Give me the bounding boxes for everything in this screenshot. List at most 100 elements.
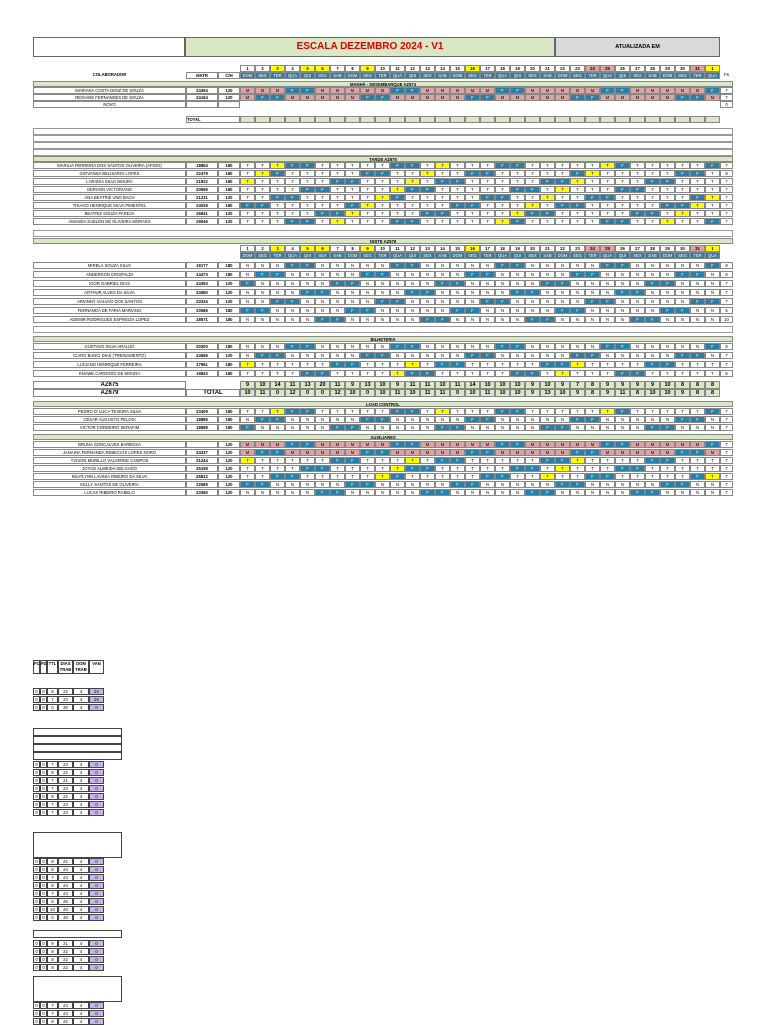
tarde-row: AMANDA SUELEN DE OLIVEIRA MORAES 29046 120… — [33, 218, 733, 225]
shift-cell: F — [570, 271, 585, 278]
shift-cell: N — [495, 289, 510, 296]
day-number-cell: 2 — [255, 65, 270, 72]
shift-cell: T — [420, 218, 435, 225]
total-value-cell: 0 — [270, 389, 285, 397]
shift-cell: N — [285, 271, 300, 278]
shift-cell: N — [630, 298, 645, 305]
shift-cell: F — [300, 262, 315, 269]
employee-fs: 7 — [720, 424, 733, 431]
summary-group2-cell: 0 — [89, 793, 104, 800]
shift-cell: N — [375, 489, 390, 496]
shift-cell: M — [435, 441, 450, 448]
day-number-cell: 14 — [435, 65, 450, 72]
shift-cell: T — [270, 465, 285, 472]
shift-cell: F — [240, 280, 255, 287]
shift-cell: F — [420, 316, 435, 323]
shift-cell: F — [375, 271, 390, 278]
shift-cell: M — [525, 87, 540, 94]
day-number-cell: 24 — [585, 65, 600, 72]
shift-cell: F — [675, 94, 690, 101]
shift-cell: N — [435, 352, 450, 359]
shift-cell: T — [360, 178, 375, 185]
employee-name: KELLY SANTOS DE OLIVEIRA — [33, 481, 186, 488]
matr-header-space — [186, 65, 218, 72]
shift-cell: T — [255, 170, 270, 177]
shift-cell: N — [450, 489, 465, 496]
total-value-cell: 10 — [465, 389, 480, 397]
shift-cell: T — [285, 210, 300, 217]
shift-cell: F — [615, 186, 630, 193]
shift-cell: T — [255, 186, 270, 193]
shift-cell: F — [645, 316, 660, 323]
shift-cell: T — [255, 210, 270, 217]
shift-cell: N — [630, 262, 645, 269]
summary-group4-cell: 0 — [33, 940, 40, 947]
shift-cell: F — [540, 178, 555, 185]
total-value-cell: 10 — [375, 389, 390, 397]
shift-cell: F — [615, 343, 630, 350]
shift-cell: F — [300, 162, 315, 169]
shift-cell: N — [660, 489, 675, 496]
auxiliares-row: JANAINA FERNANDA REBECCHI LOPES NORO 2433… — [33, 449, 733, 456]
shift-cell: M — [270, 441, 285, 448]
shift-cell: F — [525, 489, 540, 496]
shift-cell: F — [270, 352, 285, 359]
shift-cell: F — [675, 307, 690, 314]
weekday-row: COLABORADOR MATR C/H DOM SEG TER QUA QUI SEX S… — [33, 72, 733, 79]
shift-cell: N — [375, 316, 390, 323]
shift-cell: N — [585, 280, 600, 287]
day-number-row: 1 2 3 4 5 6 7 8 9 10 11 12 13 14 15 16 17 18 19 20 21 22 23 24 2… — [33, 65, 733, 72]
total-cell — [525, 116, 540, 123]
summary-group3-cell: 4 — [73, 858, 89, 865]
shift-cell: F — [240, 424, 255, 431]
summary-header-cell: VAN — [89, 660, 104, 674]
total-cell — [360, 116, 375, 123]
summary-group3-cell: 23 — [58, 890, 73, 897]
weekday-cell: SEG — [465, 72, 480, 79]
total-value-cell: 10 — [435, 381, 450, 389]
shift-cell: F — [285, 473, 300, 480]
weekday-cell: SAB — [645, 252, 660, 259]
shift-cell: T — [690, 210, 705, 217]
weekday-cell: SEX — [420, 252, 435, 259]
shift-cell: N — [555, 416, 570, 423]
shift-cell: N — [615, 489, 630, 496]
shift-cell: T — [675, 218, 690, 225]
day-number-cell: 28 — [645, 65, 660, 72]
summary-group1-cell: 0 — [33, 704, 40, 711]
summary-group4-cell: 4 — [73, 964, 89, 971]
shift-cell: F — [405, 441, 420, 448]
shift-cell: N — [495, 424, 510, 431]
shift-cell: F — [585, 449, 600, 456]
total-value-cell: 0 — [300, 389, 315, 397]
shift-cell: N — [405, 316, 420, 323]
shift-cell: F — [495, 408, 510, 415]
shift-cell: M — [255, 441, 270, 448]
shift-cell: T — [600, 186, 615, 193]
shift-cell: F — [300, 289, 315, 296]
summary-group2-cell: 4 — [73, 809, 89, 816]
shift-cell: T — [480, 370, 495, 377]
summary-group4-cell: 0 — [89, 940, 104, 947]
shift-cell: F — [540, 489, 555, 496]
total-value-cell: 11 — [435, 389, 450, 397]
shift-cell: T — [390, 210, 405, 217]
shift-cell: F — [480, 352, 495, 359]
shift-cell: T — [525, 218, 540, 225]
shift-cell: T — [345, 218, 360, 225]
shift-cell: N — [690, 307, 705, 314]
shift-cell: N — [345, 262, 360, 269]
shift-cell: F — [240, 307, 255, 314]
shift-cell: T — [525, 457, 540, 464]
employee-matr: 14473 — [186, 271, 218, 278]
weekday-cell: SEG — [360, 252, 375, 259]
employee-fs: 7 — [720, 186, 733, 193]
total-value-cell: 10 — [645, 389, 660, 397]
shift-cell: T — [645, 473, 660, 480]
shift-cell: N — [390, 424, 405, 431]
shift-cell: T — [315, 202, 330, 209]
shift-cell: N — [315, 262, 330, 269]
weekday-cell: SAB — [540, 252, 555, 259]
day-number-cell: 31 — [690, 65, 705, 72]
shift-cell: T — [450, 218, 465, 225]
